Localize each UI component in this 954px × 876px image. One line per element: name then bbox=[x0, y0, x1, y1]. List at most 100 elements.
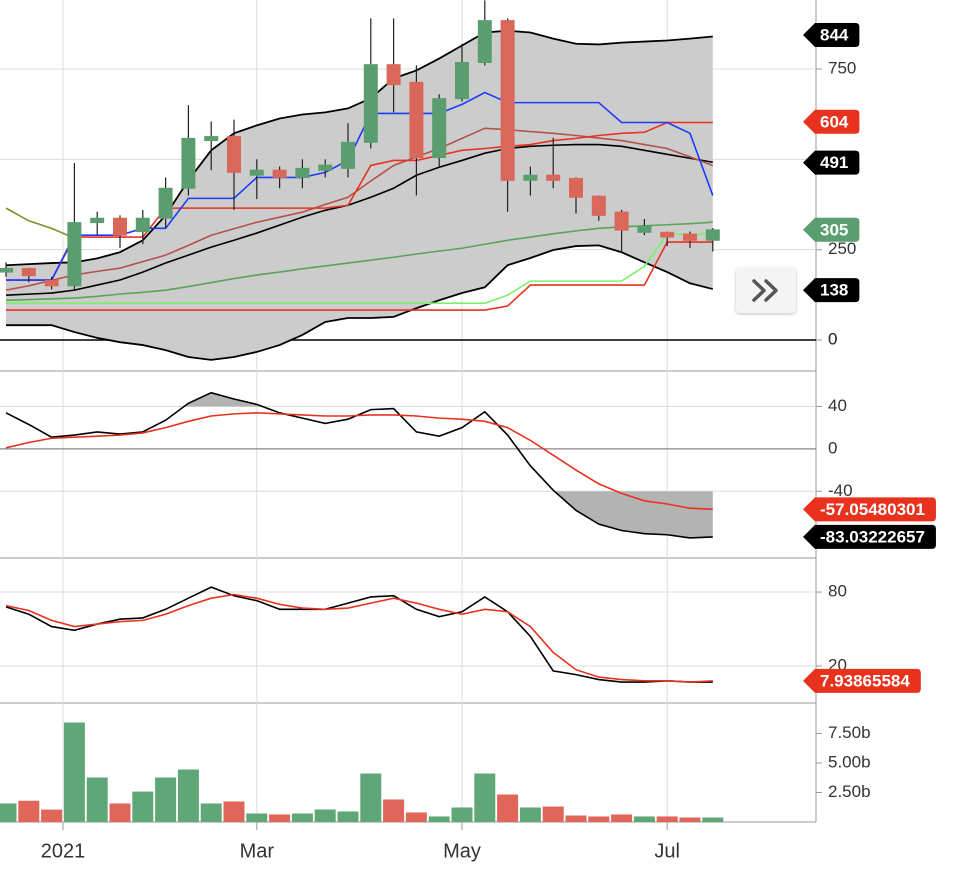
volume-bar bbox=[18, 800, 40, 822]
volume-bar bbox=[405, 812, 427, 822]
y-tick-label: 80 bbox=[828, 582, 847, 601]
price-tag-label: -57.05480301 bbox=[820, 500, 925, 519]
y-tick-label: 250 bbox=[828, 239, 856, 258]
volume-bar bbox=[451, 807, 473, 822]
x-tick-label: May bbox=[443, 840, 481, 862]
band-upper bbox=[5, 29, 713, 267]
candle-body bbox=[181, 137, 196, 189]
volume-bar bbox=[86, 777, 108, 822]
y-tick-label: 40 bbox=[828, 396, 847, 415]
candle-body bbox=[318, 164, 333, 171]
volume-bar bbox=[497, 794, 519, 822]
volume-bar bbox=[428, 816, 450, 822]
volume-bar bbox=[360, 773, 382, 822]
candle-body bbox=[705, 229, 720, 241]
candle-body bbox=[90, 217, 105, 224]
candle-body bbox=[614, 211, 629, 231]
price-tag-label: 7.93865584 bbox=[820, 671, 910, 690]
threshold-fill bbox=[554, 491, 713, 538]
volume-bar bbox=[633, 816, 655, 822]
scroll-button[interactable] bbox=[736, 268, 796, 313]
candle-body bbox=[67, 222, 82, 287]
candle-body bbox=[477, 20, 492, 64]
price-tag: -83.03222657 bbox=[803, 524, 936, 549]
volume-bar bbox=[246, 813, 268, 822]
candle-body bbox=[0, 267, 13, 273]
indicator-line bbox=[5, 207, 75, 239]
y-tick-label: 0 bbox=[828, 329, 837, 348]
volume-bar bbox=[383, 799, 405, 822]
price-tag-label: -83.03222657 bbox=[820, 527, 925, 546]
band-fill bbox=[6, 30, 713, 360]
band-lower bbox=[6, 244, 714, 361]
price-tag-bg bbox=[803, 217, 860, 242]
price-tag-bg bbox=[803, 524, 936, 549]
volume-bar bbox=[474, 773, 496, 822]
y-tick-label: 0 bbox=[828, 438, 837, 457]
candle-body bbox=[546, 174, 561, 181]
price-tag: -57.05480301 bbox=[803, 497, 936, 522]
candle-body bbox=[21, 267, 36, 277]
y-tick-label: 5.00b bbox=[828, 752, 871, 771]
volume-bar bbox=[656, 816, 678, 822]
candle-body bbox=[500, 20, 515, 181]
volume-bar bbox=[63, 722, 85, 822]
candle-body bbox=[227, 136, 241, 173]
volume-bar bbox=[519, 807, 541, 822]
candle-body bbox=[432, 98, 447, 159]
y-tick-label: 2.50b bbox=[828, 782, 871, 801]
price-tag-bg bbox=[803, 497, 936, 522]
x-tick-label: Jul bbox=[654, 840, 680, 862]
candle-body bbox=[409, 81, 424, 159]
volume-bar bbox=[223, 801, 245, 822]
indicator-line bbox=[6, 121, 713, 281]
candle-body bbox=[455, 62, 469, 100]
candle-body bbox=[569, 177, 583, 198]
price-tag-label: 844 bbox=[820, 26, 849, 45]
indicator-line bbox=[5, 221, 713, 302]
volume-bar bbox=[155, 777, 177, 822]
price-tag: 138 bbox=[803, 278, 860, 303]
y-tick-label: 7.50b bbox=[828, 723, 871, 742]
volume-bar bbox=[314, 809, 336, 822]
volume-bar bbox=[132, 791, 154, 822]
price-tag-bg bbox=[803, 23, 860, 48]
candle-body bbox=[637, 225, 652, 233]
y-tick-label: -40 bbox=[828, 481, 853, 500]
candle-body bbox=[158, 187, 173, 219]
candle-body bbox=[249, 169, 264, 176]
price-tag-label: 138 bbox=[820, 281, 848, 300]
price-tag-label: 491 bbox=[820, 153, 848, 172]
price-tag-label: 305 bbox=[820, 220, 848, 239]
volume-bar bbox=[200, 803, 222, 822]
candle-body bbox=[204, 136, 219, 142]
candle-body bbox=[113, 217, 127, 236]
oscillator-line bbox=[5, 593, 713, 683]
price-tag-bg bbox=[803, 150, 860, 175]
oscillator-line bbox=[5, 391, 713, 539]
oscillator-line bbox=[5, 586, 713, 683]
price-tag-bg bbox=[803, 109, 860, 134]
oscillator-line bbox=[5, 412, 713, 511]
indicator-line bbox=[5, 143, 713, 297]
candle-body bbox=[295, 167, 310, 178]
volume-bar bbox=[337, 811, 359, 822]
price-tag: 305 bbox=[803, 217, 860, 242]
candle-body bbox=[683, 233, 697, 241]
y-tick-label: 750 bbox=[828, 58, 856, 77]
volume-bar bbox=[611, 814, 633, 822]
x-tick-label: 2021 bbox=[41, 840, 86, 862]
volume-bar bbox=[679, 817, 701, 822]
x-tick-label: Mar bbox=[240, 840, 275, 862]
volume-bar bbox=[542, 806, 564, 822]
volume-bar bbox=[0, 803, 17, 822]
price-tag-bg bbox=[803, 278, 860, 303]
price-tag-bg bbox=[803, 668, 921, 693]
volume-bar bbox=[177, 769, 199, 822]
candle-body bbox=[135, 217, 150, 233]
chevron-icon bbox=[752, 279, 778, 302]
volume-bar bbox=[41, 809, 63, 822]
candle-body bbox=[272, 169, 287, 178]
candle-body bbox=[341, 141, 355, 169]
